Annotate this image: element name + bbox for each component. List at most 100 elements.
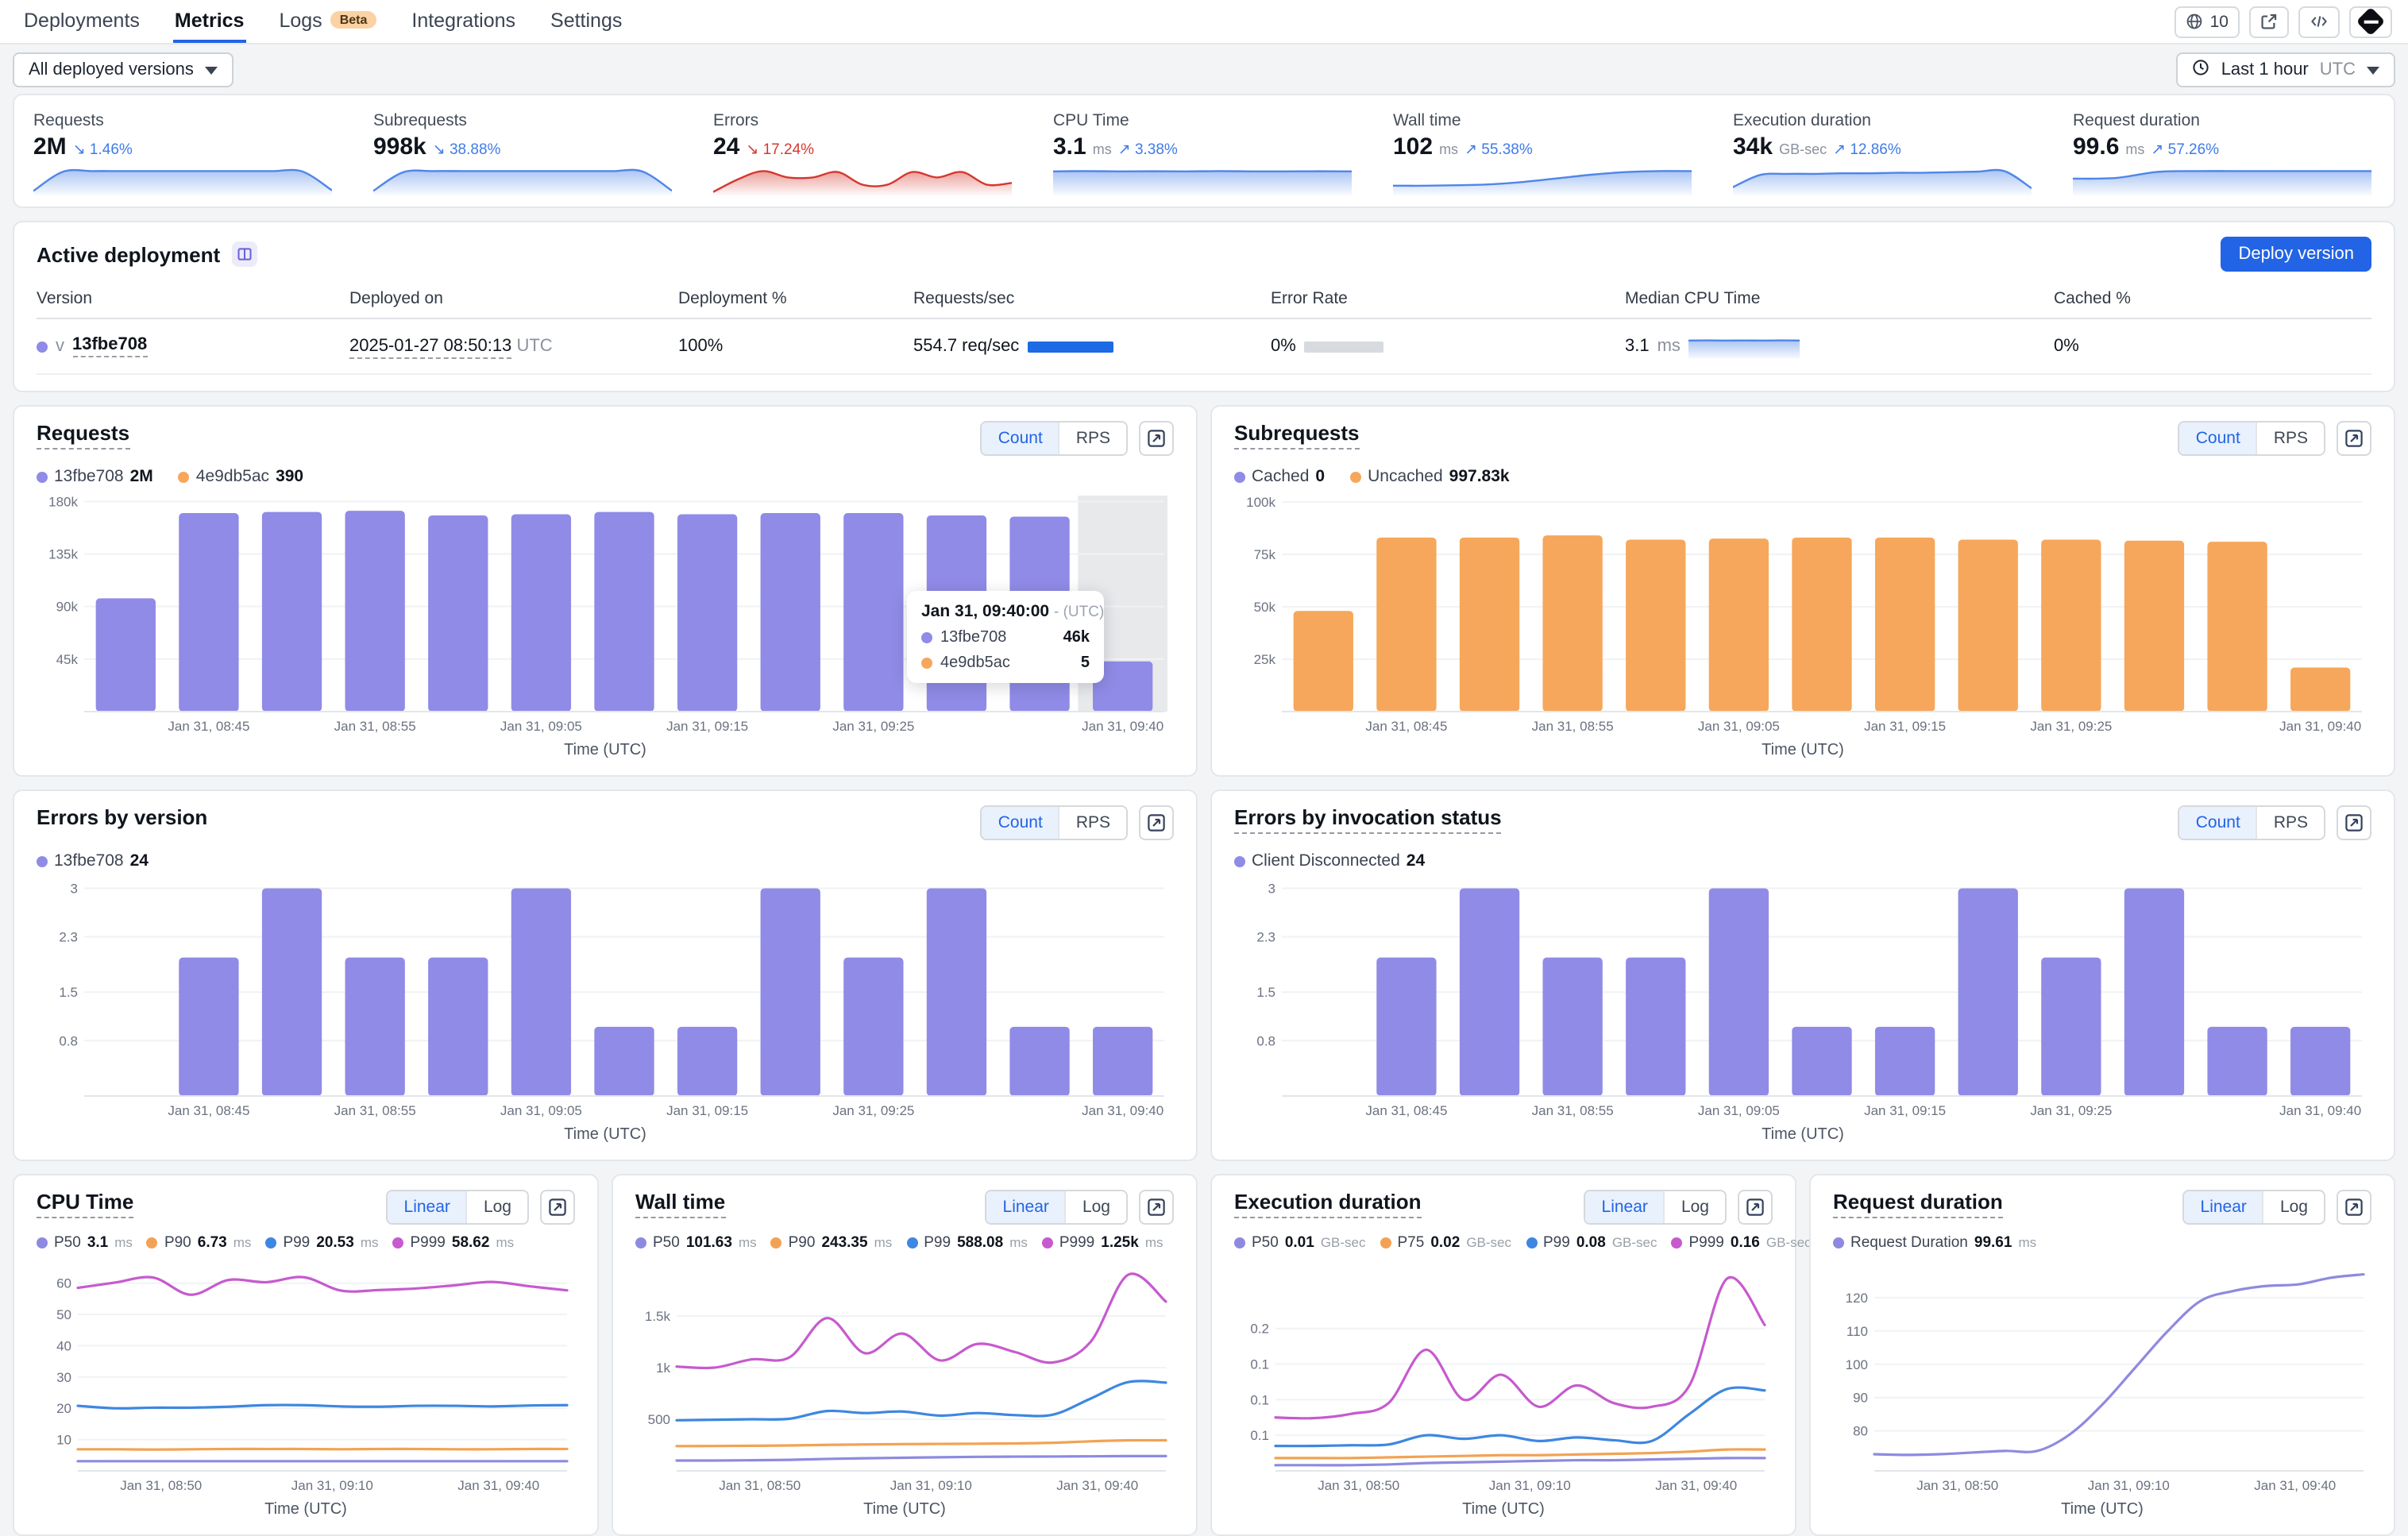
filter-bar: All deployed versions Last 1 hour UTC bbox=[0, 44, 2408, 94]
expand-chart-button[interactable] bbox=[1139, 421, 1174, 456]
linear-toggle-button[interactable]: Linear bbox=[986, 1191, 1065, 1223]
stat-wall-time[interactable]: Wall time 102 ms ↗ 55.38% bbox=[1374, 108, 1714, 195]
svg-text:Jan 31, 09:15: Jan 31, 09:15 bbox=[1864, 1103, 1946, 1118]
expand-chart-button[interactable] bbox=[1139, 805, 1174, 840]
routes-globe-button[interactable]: 10 bbox=[2175, 6, 2240, 37]
stat-request-duration[interactable]: Request duration 99.6 ms ↗ 57.26% bbox=[2054, 108, 2394, 195]
request-duration-chart-title: Request duration bbox=[1833, 1190, 2003, 1218]
expand-chart-button[interactable] bbox=[2337, 421, 2371, 456]
deployment-info-icon[interactable] bbox=[231, 241, 257, 267]
cpu-time-line-chart[interactable]: 60 50 40 30 20 10 Jan 31, 08:50 Jan 31, 09:10 Ja… bbox=[37, 1255, 577, 1496]
expand-chart-button[interactable] bbox=[540, 1190, 575, 1225]
version-link[interactable]: 13fbe708 bbox=[72, 335, 148, 357]
log-toggle-button[interactable]: Log bbox=[2262, 1191, 2324, 1223]
errors-by-invocation-bar-chart[interactable]: 3 2.3 1.5 0.8 Jan 31, 08:45 Jan 31, 08:55 Jan … bbox=[1234, 874, 2371, 1121]
stat-cpu-time[interactable]: CPU Time 3.1 ms ↗ 3.38% bbox=[1034, 108, 1374, 195]
tab-deployments[interactable]: Deployments bbox=[24, 9, 140, 31]
execution-duration-legend: P50 0.01 GB-sec P75 0.02 GB-sec P99 0.08 GB-se… bbox=[1234, 1234, 1812, 1252]
deployment-table-header: Version Deployed on Deployment % Request… bbox=[37, 281, 2371, 319]
version-cell: v 13fbe708 bbox=[37, 335, 349, 357]
tab-settings[interactable]: Settings bbox=[550, 9, 623, 31]
deploy-version-button[interactable]: Deploy version bbox=[2221, 237, 2371, 272]
stat-execution-duration[interactable]: Execution duration 34k GB-sec ↗ 12.86% bbox=[1714, 108, 2054, 195]
execution-duration-chart-card: Execution duration Linear Log P50 0.01 GB-… bbox=[1210, 1174, 1812, 1536]
stat-requests[interactable]: Requests 2M ↘ 1.46% bbox=[14, 108, 354, 195]
svg-text:Jan 31, 08:45: Jan 31, 08:45 bbox=[168, 1103, 249, 1118]
error-rate-bar bbox=[1303, 341, 1383, 352]
time-range-select[interactable]: Last 1 hour UTC bbox=[2176, 52, 2395, 87]
rps-toggle-button[interactable]: RPS bbox=[2256, 807, 2324, 839]
time-axis-label: Time (UTC) bbox=[1762, 742, 1844, 759]
linear-toggle-button[interactable]: Linear bbox=[2184, 1191, 2263, 1223]
count-toggle-button[interactable]: Count bbox=[982, 423, 1059, 454]
errors-by-version-bar-chart[interactable]: 3 2.3 1.5 0.8 Jan 31, 08:45 Jan 31, 08:55 Jan … bbox=[37, 874, 1174, 1121]
stat-errors[interactable]: Errors 24 ↘ 17.24% bbox=[694, 108, 1034, 195]
svg-text:0.8: 0.8 bbox=[59, 1033, 78, 1048]
time-axis-label: Time (UTC) bbox=[863, 1501, 946, 1519]
stat-subrequests[interactable]: Subrequests 998k ↘ 38.88% bbox=[354, 108, 694, 195]
expand-chart-button[interactable] bbox=[1738, 1190, 1773, 1225]
expand-chart-button[interactable] bbox=[2337, 1190, 2371, 1225]
linear-toggle-button[interactable]: Linear bbox=[1585, 1191, 1664, 1223]
requests-chart-card: Requests Count RPS 13fbe708 2M 4e9db5ac 39… bbox=[13, 405, 1198, 777]
svg-text:1k: 1k bbox=[656, 1360, 670, 1376]
request-duration-line-chart[interactable]: 120 110 100 90 80 Jan 31, 08:50 Jan 31, 09:10 J… bbox=[1833, 1255, 2373, 1496]
count-toggle-button[interactable]: Count bbox=[982, 807, 1059, 839]
svg-text:Jan 31, 09:05: Jan 31, 09:05 bbox=[1698, 719, 1780, 734]
subrequests-chart-card: Subrequests Count RPS Cached 0 Uncached 99… bbox=[1210, 405, 2395, 777]
tab-integrations[interactable]: Integrations bbox=[411, 9, 516, 31]
count-toggle-button[interactable]: Count bbox=[2179, 807, 2256, 839]
open-worker-button[interactable] bbox=[2249, 6, 2289, 37]
code-editor-button[interactable] bbox=[2298, 6, 2340, 37]
workers-logo-button[interactable] bbox=[2349, 6, 2392, 37]
linear-toggle-button[interactable]: Linear bbox=[388, 1191, 466, 1223]
trend-up-icon: ↗ bbox=[1833, 141, 1847, 159]
requests-sec-bar bbox=[1027, 341, 1113, 352]
log-toggle-button[interactable]: Log bbox=[1663, 1191, 1725, 1223]
errors-sparkline bbox=[713, 170, 1012, 195]
expand-chart-button[interactable] bbox=[1139, 1190, 1174, 1225]
subrequests-chart-title: Subrequests bbox=[1234, 421, 1360, 450]
svg-text:90k: 90k bbox=[56, 600, 79, 615]
expand-chart-button[interactable] bbox=[2337, 805, 2371, 840]
series-dot-icon bbox=[1041, 1237, 1053, 1248]
execution-duration-sparkline bbox=[1733, 168, 2032, 195]
wall-time-line-chart[interactable]: 1.5k 1k 500 Jan 31, 08:50 Jan 31, 09:10 Jan 3… bbox=[635, 1255, 1175, 1496]
tab-metrics[interactable]: Metrics bbox=[172, 0, 246, 43]
wall-time-legend: P50 101.63 ms P90 243.35 ms P99 588.08 ms P999… bbox=[635, 1234, 1174, 1252]
series-dot-icon bbox=[37, 471, 48, 482]
count-rps-toggle: Count RPS bbox=[980, 421, 1128, 456]
svg-text:0.8: 0.8 bbox=[1256, 1033, 1275, 1048]
requests-legend: 13fbe708 2M 4e9db5ac 390 bbox=[37, 467, 1174, 486]
svg-text:40: 40 bbox=[56, 1338, 71, 1353]
errors-by-invocation-title: Errors by invocation status bbox=[1234, 805, 1502, 834]
svg-text:25k: 25k bbox=[1254, 652, 1276, 667]
rps-toggle-button[interactable]: RPS bbox=[1058, 423, 1126, 454]
svg-text:Jan 31, 09:05: Jan 31, 09:05 bbox=[500, 719, 582, 734]
svg-text:20: 20 bbox=[56, 1401, 71, 1416]
series-dot-icon bbox=[921, 658, 932, 669]
chevron-down-icon bbox=[2367, 66, 2379, 74]
series-dot-icon bbox=[37, 1237, 48, 1248]
requests-sparkline bbox=[33, 168, 332, 195]
execution-duration-line-chart[interactable]: 0.2 0.1 0.1 0.1 Jan 31, 08:50 Jan 31, 09:10 Ja… bbox=[1234, 1255, 1774, 1496]
requests-sec-cell: 554.7 req/sec bbox=[913, 337, 1271, 356]
rps-toggle-button[interactable]: RPS bbox=[2256, 423, 2324, 454]
svg-text:Jan 31, 08:50: Jan 31, 08:50 bbox=[1318, 1478, 1399, 1493]
svg-text:75k: 75k bbox=[1254, 547, 1276, 562]
deployment-pct-cell: 100% bbox=[678, 337, 724, 356]
series-dot-icon bbox=[178, 471, 190, 482]
count-toggle-button[interactable]: Count bbox=[2179, 423, 2256, 454]
tab-logs[interactable]: Logs Beta bbox=[277, 0, 378, 43]
time-axis-label: Time (UTC) bbox=[2061, 1501, 2144, 1519]
svg-text:10: 10 bbox=[56, 1433, 71, 1448]
version-dot-icon bbox=[37, 341, 48, 352]
subrequests-bar-chart[interactable]: 100k 75k 50k 25k Jan 31, 08:45 Jan 31, 08:55 J… bbox=[1234, 489, 2371, 737]
svg-text:Jan 31, 09:15: Jan 31, 09:15 bbox=[1864, 719, 1946, 734]
cpu-time-sparkline bbox=[1053, 170, 1352, 195]
rps-toggle-button[interactable]: RPS bbox=[1058, 807, 1126, 839]
log-toggle-button[interactable]: Log bbox=[1064, 1191, 1126, 1223]
version-filter-select[interactable]: All deployed versions bbox=[13, 52, 233, 87]
svg-text:0.1: 0.1 bbox=[1250, 1428, 1269, 1443]
log-toggle-button[interactable]: Log bbox=[465, 1191, 527, 1223]
